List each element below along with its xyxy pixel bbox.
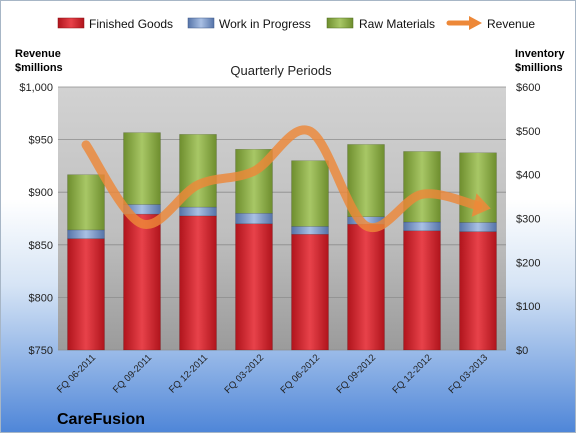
legend-item-revenue: Revenue (446, 16, 535, 31)
right-axis-title-line2: $millions (515, 62, 563, 74)
x-tick-label: FQ 12-2012 (390, 352, 434, 396)
bar-work-in-progress (235, 212, 273, 225)
bar-raw-materials (291, 160, 329, 227)
legend-swatch-finished-goods (57, 17, 85, 29)
x-tick-label: FQ 09-2012 (334, 352, 378, 396)
revenue-arrow-head (471, 193, 491, 217)
brand-label: CareFusion (57, 411, 145, 428)
legend: Finished Goods Work in Progress Raw Mate… (57, 16, 535, 31)
chart-title: Quarterly Periods (230, 63, 332, 78)
left-tick-label: $950 (29, 135, 53, 147)
left-tick-label: $800 (29, 292, 53, 304)
legend-label-revenue: Revenue (487, 17, 535, 31)
legend-arrow-revenue (469, 16, 482, 30)
x-tick-label: FQ 03-2012 (222, 352, 266, 396)
left-tick-label: $1,000 (19, 82, 53, 94)
legend-item-raw-materials: Raw Materials (326, 17, 435, 31)
bars (67, 132, 497, 351)
right-tick-label: $200 (516, 257, 540, 269)
bar-finished-goods (403, 230, 441, 351)
x-tick-label: FQ 06-2011 (55, 352, 98, 395)
right-tick-label: $300 (516, 214, 540, 226)
revenue-line-group (81, 125, 491, 233)
bar-finished-goods (459, 231, 497, 351)
bar-finished-goods (347, 223, 385, 351)
x-tick-label: FQ 03-2013 (446, 352, 490, 396)
right-tick-label: $600 (516, 82, 540, 94)
left-tick-label: $750 (29, 345, 53, 357)
right-tick-label: $0 (516, 345, 528, 357)
left-tick-label: $900 (29, 187, 53, 199)
legend-swatch-raw-materials (326, 17, 354, 29)
left-tick-label: $850 (29, 240, 53, 252)
right-axis-title-line1: Inventory (515, 48, 565, 60)
bar-finished-goods (67, 238, 105, 351)
bar-finished-goods (291, 234, 329, 351)
bar-raw-materials (67, 174, 105, 231)
legend-item-finished-goods: Finished Goods (57, 17, 173, 31)
bar-work-in-progress (291, 226, 329, 235)
left-axis-title-line2: $millions (15, 62, 63, 74)
bar-finished-goods (123, 213, 161, 351)
bar-work-in-progress (459, 222, 497, 232)
bar-work-in-progress (403, 221, 441, 232)
bar-raw-materials (403, 151, 441, 223)
legend-label-finished-goods: Finished Goods (89, 17, 173, 31)
legend-label-raw-materials: Raw Materials (359, 17, 435, 31)
x-axis: FQ 06-2011 FQ 09-2011 FQ 12-2011 FQ 03-2012… (55, 352, 490, 396)
right-tick-label: $500 (516, 126, 540, 138)
right-tick-label: $400 (516, 170, 540, 182)
right-tick-label: $100 (516, 301, 540, 313)
left-axis: $750 $800 $850 $900 $950 $1,000 (19, 82, 53, 357)
bar-finished-goods (179, 215, 217, 351)
legend-item-work-in-progress: Work in Progress (187, 17, 311, 31)
x-tick-label: FQ 06-2012 (278, 352, 322, 396)
bar-work-in-progress (67, 229, 105, 239)
right-axis: $0 $100 $200 $300 $400 $500 $600 (516, 82, 540, 357)
bar-finished-goods (235, 223, 273, 351)
left-axis-title-line1: Revenue (15, 48, 61, 60)
legend-swatch-work-in-progress (187, 17, 215, 29)
bar-work-in-progress (179, 206, 217, 217)
x-tick-label: FQ 09-2011 (111, 352, 154, 395)
bar-raw-materials (123, 132, 161, 205)
x-tick-label: FQ 12-2011 (167, 352, 210, 395)
legend-label-work-in-progress: Work in Progress (219, 17, 311, 31)
revenue-line (81, 125, 483, 233)
